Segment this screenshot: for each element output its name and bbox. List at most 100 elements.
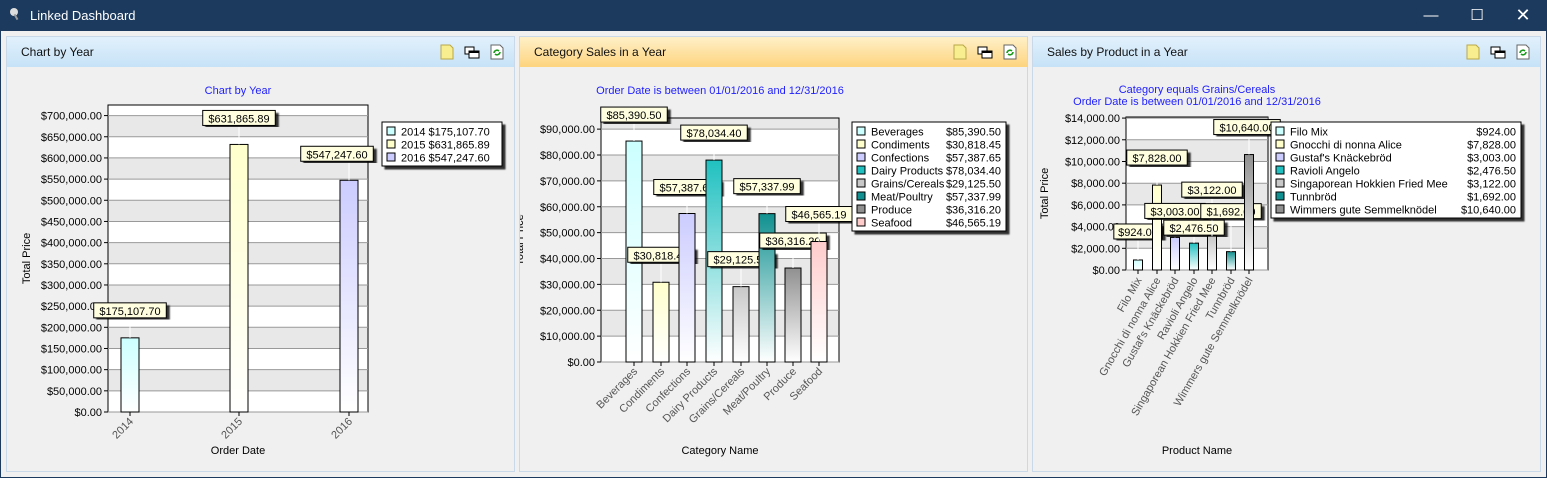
legend-swatch: [1275, 178, 1285, 188]
legend-entry: Singaporean Hokkien Fried Mee: [1290, 179, 1448, 191]
legend-swatch: [386, 152, 396, 162]
window-icon[interactable]: [977, 44, 993, 63]
grid-band: [601, 118, 839, 130]
legend-value: $46,565.19: [946, 218, 1001, 230]
data-label-box: [202, 109, 276, 126]
legend-entry: 2014 $175,107.70: [401, 127, 490, 139]
legend-entry: Meat/Poultry: [871, 192, 933, 204]
y-tick-label: $50,000.00: [47, 386, 102, 398]
note-icon[interactable]: [440, 44, 454, 63]
legend-value: $30,818.45: [946, 140, 1001, 152]
y-axis-title: Total Price: [1039, 168, 1051, 219]
maximize-button[interactable]: ☐: [1470, 7, 1484, 24]
bar-produce: [784, 267, 802, 363]
y-tick-label: $650,000.00: [41, 132, 102, 144]
legend-entry: Confections: [871, 153, 930, 165]
grid-band: [1126, 161, 1268, 184]
legend-swatch: [1275, 204, 1285, 214]
bar-tunnbr-d: [1226, 251, 1236, 271]
note-icon[interactable]: [1466, 44, 1480, 63]
legend-swatch: [1275, 152, 1285, 162]
data-label: $2,476.50: [1170, 223, 1219, 235]
x-axis-title: Order Date: [211, 445, 265, 457]
legend-swatch: [1275, 126, 1285, 136]
data-label: $7,828.00: [1133, 153, 1182, 165]
chart-title: Order Date is between 01/01/2016 and 12/…: [1073, 96, 1321, 108]
legend-entry: Tunnbröd: [1290, 192, 1337, 204]
x-axis-title: Category Name: [681, 445, 758, 457]
y-tick-label: $12,000.00: [1065, 135, 1120, 147]
refresh-icon[interactable]: [1003, 44, 1017, 63]
legend-value: $85,390.50: [946, 127, 1001, 139]
bar-2014: [120, 337, 140, 413]
bar-2015: [229, 143, 249, 413]
bar-seafood: [810, 241, 828, 363]
data-label-box: [1126, 149, 1188, 166]
bar-filo-mix: [1133, 259, 1143, 271]
legend-swatch: [856, 217, 866, 227]
x-tick-label: 2016: [329, 416, 355, 442]
y-tick-label: $0.00: [74, 407, 102, 419]
category-sales-chart[interactable]: Order Date is between 01/01/2016 and 12/…: [514, 67, 1027, 471]
y-tick-label: $14,000.00: [1065, 113, 1120, 125]
minimize-button[interactable]: —: [1423, 7, 1439, 24]
chart-title: Order Date is between 01/01/2016 and 12/…: [596, 85, 844, 97]
data-label: $924.00: [1118, 227, 1158, 239]
y-tick-label: $60,000.00: [540, 202, 595, 214]
chart-title: Category equals Grains/Cereals: [1119, 84, 1276, 96]
legend-value: $2,476.50: [1467, 166, 1516, 178]
legend: [381, 121, 503, 167]
legend-swatch: [386, 139, 396, 149]
legend-value: $3,122.00: [1467, 179, 1516, 191]
grid-band: [1126, 117, 1268, 119]
legend-entry: Condiments: [871, 140, 930, 152]
data-label: $85,390.50: [606, 110, 661, 122]
legend-swatch: [856, 139, 866, 149]
legend-entry: 2016 $547,247.60: [401, 153, 490, 165]
y-tick-label: $400,000.00: [41, 238, 102, 250]
data-label: $46,565.19: [791, 210, 846, 222]
y-tick-label: $700,000.00: [41, 111, 102, 123]
data-label-box: [93, 302, 167, 319]
y-tick-label: $6,000.00: [1071, 200, 1120, 212]
y-tick-label: $300,000.00: [41, 280, 102, 292]
refresh-icon[interactable]: [490, 44, 504, 63]
chart-by-year[interactable]: Chart by Year $0.00 $50,000.00 $100,000.00 $…: [7, 67, 514, 471]
panel-category-sales: Category Sales in a Year Order Date is b…: [514, 36, 1028, 472]
bar-wimmers-gute-semmelkn-del: [1244, 154, 1254, 271]
y-tick-label: $500,000.00: [41, 195, 102, 207]
y-tick-label: $50,000.00: [540, 228, 595, 240]
bar-gnocchi-di-nonna-alice: [1152, 184, 1162, 271]
window-icon[interactable]: [464, 44, 480, 63]
data-label-box: [1113, 223, 1163, 240]
legend: [1270, 121, 1522, 219]
data-label: $3,003.00: [1151, 206, 1200, 218]
legend-value: $78,034.40: [946, 166, 1001, 178]
legend-swatch: [1275, 139, 1285, 149]
legend-value: $7,828.00: [1467, 140, 1516, 152]
legend-entry: Filo Mix: [1290, 127, 1328, 139]
legend-entry: Ravioli Angelo: [1290, 166, 1360, 178]
y-tick-label: $70,000.00: [540, 176, 595, 188]
data-label: $78,034.40: [686, 128, 741, 140]
legend-swatch: [856, 204, 866, 214]
close-button[interactable]: ✕: [1515, 5, 1531, 25]
data-label: $175,107.70: [99, 306, 160, 318]
data-label: $30,818.45: [633, 250, 688, 262]
data-label-box: [733, 178, 801, 195]
y-tick-label: $90,000.00: [540, 124, 595, 136]
y-tick-label: $150,000.00: [41, 343, 102, 355]
refresh-icon[interactable]: [1516, 44, 1530, 63]
data-label-box: [680, 124, 748, 141]
legend-swatch: [856, 165, 866, 175]
y-tick-label: $30,000.00: [540, 279, 595, 291]
note-icon[interactable]: [953, 44, 967, 63]
bar-grains-cereals: [732, 286, 750, 363]
data-label-box: [1181, 181, 1243, 198]
y-tick-label: $550,000.00: [41, 174, 102, 186]
panel-header: Category Sales in a Year: [520, 37, 1027, 67]
window-icon[interactable]: [1490, 44, 1506, 63]
y-tick-label: $0.00: [567, 357, 595, 369]
x-tick-label: 2014: [110, 416, 136, 442]
